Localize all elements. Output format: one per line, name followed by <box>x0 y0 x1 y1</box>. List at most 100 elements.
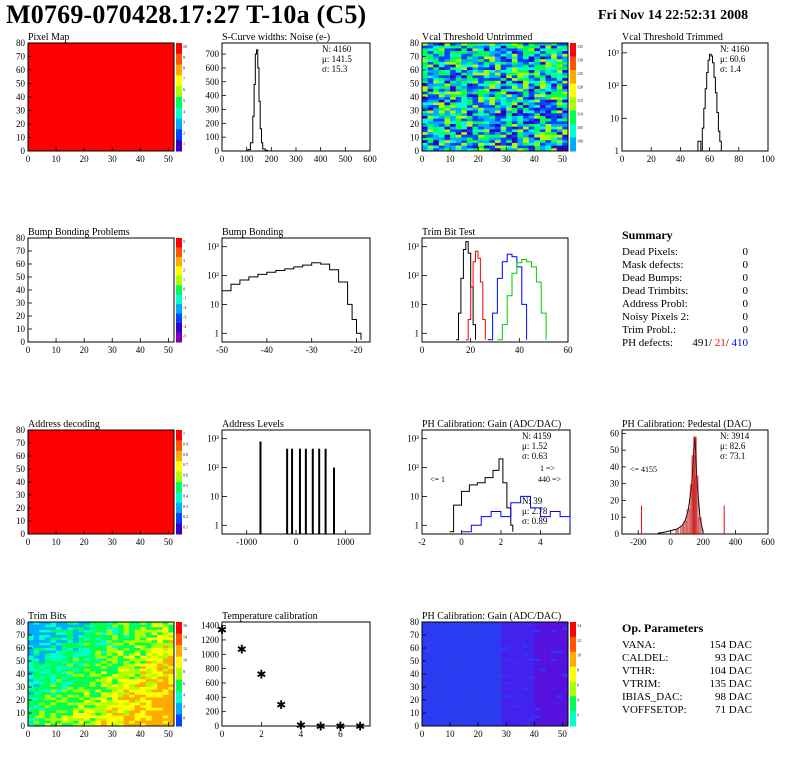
y-tick-label: 100 <box>206 132 220 142</box>
x-tick-label: 10 <box>52 154 62 164</box>
heatmap-cell <box>422 674 428 677</box>
heatmap-cell <box>506 64 513 68</box>
heatmap-cell <box>506 707 513 711</box>
heatmap-cell <box>472 624 479 628</box>
heatmap-cell <box>511 72 518 76</box>
heatmap-cell <box>28 645 34 649</box>
heatmap-cell <box>461 700 468 703</box>
heatmap-cell <box>483 653 490 657</box>
heatmap-cell <box>455 102 462 106</box>
heatmap-cell <box>500 99 507 103</box>
heatmap-cell <box>78 637 85 641</box>
heatmap-cell <box>56 679 62 683</box>
heatmap-cell <box>89 655 96 659</box>
heatmap-cell <box>438 45 445 49</box>
heatmap-cell <box>39 679 46 683</box>
heatmap-cell <box>506 121 513 125</box>
heatmap-cell <box>438 142 445 146</box>
heatmap-cell <box>123 723 130 727</box>
heatmap-cell <box>157 668 164 672</box>
heatmap-cell <box>562 637 569 641</box>
heatmap-cell <box>556 645 563 649</box>
heatmap-cell <box>466 121 473 125</box>
heatmap-cell <box>466 113 473 117</box>
heatmap-cell <box>84 687 91 690</box>
heatmap-cell <box>72 663 79 667</box>
heatmap-cell <box>523 661 529 664</box>
heatmap-cell <box>455 59 462 63</box>
heatmap-cell <box>56 632 62 636</box>
heatmap-cell <box>129 661 135 664</box>
palette-label: 2 <box>183 267 185 272</box>
heatmap-cell <box>427 622 434 625</box>
heatmap-cell <box>444 59 451 63</box>
heatmap-cell <box>106 684 113 688</box>
chart-title: S-Curve widths: Noise (e-) <box>222 32 330 43</box>
heatmap-cell <box>489 91 496 95</box>
heatmap-cell <box>495 694 501 698</box>
y-tick-label: 70 <box>410 630 420 640</box>
heatmap-cell <box>168 689 175 693</box>
heatmap-cell <box>61 700 68 703</box>
heatmap-cell <box>461 715 468 719</box>
heatmap-cell <box>466 86 473 90</box>
heatmap-cell <box>562 137 569 141</box>
heatmap-cell <box>39 713 46 716</box>
heatmap-cell <box>422 105 428 109</box>
heatmap-cell <box>478 105 485 109</box>
heatmap-cell <box>157 687 164 690</box>
heatmap-cell <box>562 78 569 82</box>
heatmap-cell <box>117 702 124 706</box>
heatmap-cell <box>461 64 468 68</box>
heatmap-cell <box>157 723 164 727</box>
heatmap-cell <box>89 684 96 688</box>
y-tick-label: 70 <box>410 52 420 62</box>
y-tick-label: 50 <box>410 79 420 89</box>
heatmap-cell <box>422 661 428 664</box>
heatmap-cell <box>523 78 529 82</box>
heatmap-cell <box>140 650 147 654</box>
heatmap-cell <box>427 115 434 119</box>
palette-label: -3 <box>183 315 186 320</box>
heatmap-cell <box>483 118 490 122</box>
heatmap-cell <box>461 668 468 672</box>
heatmap-cell <box>523 723 529 727</box>
bar <box>324 448 327 534</box>
heatmap-cell <box>545 43 552 46</box>
heatmap-cell <box>95 629 102 633</box>
heatmap-cell <box>517 99 524 103</box>
heatmap-cell <box>422 700 428 703</box>
heatmap-cell <box>562 663 569 667</box>
heatmap-cell <box>528 51 535 55</box>
heatmap-cell <box>478 642 485 646</box>
heatmap-cell <box>95 697 102 701</box>
x-tick-label: 20 <box>80 729 90 739</box>
heatmap-cell <box>461 707 468 711</box>
heatmap-cell <box>562 624 569 628</box>
heatmap-cell <box>495 126 501 130</box>
heatmap-cell <box>67 622 74 625</box>
heatmap-cell <box>523 126 529 130</box>
heatmap-cell <box>517 723 524 727</box>
heatmap-cell <box>117 663 124 667</box>
heatmap-cell <box>129 705 135 709</box>
heatmap-cell <box>517 45 524 49</box>
heatmap-cell <box>422 137 428 141</box>
heatmap-cell <box>438 622 445 625</box>
palette-swatch <box>176 622 182 635</box>
heatmap-cell <box>506 86 513 90</box>
heatmap-cell <box>427 700 434 703</box>
stats-text: μ: 82.6 <box>720 441 746 451</box>
heatmap-cell <box>528 115 535 119</box>
heatmap-cell <box>450 705 456 709</box>
heatmap-cell <box>545 655 552 659</box>
heatmap-cell <box>433 91 440 95</box>
heatmap-cell <box>506 59 513 63</box>
heatmap-cell <box>117 671 124 675</box>
heatmap-cell <box>500 661 507 664</box>
heatmap-cell <box>89 720 96 724</box>
heatmap-cell <box>495 48 501 52</box>
heatmap-cell <box>556 88 563 92</box>
heatmap-cell <box>523 715 529 719</box>
heatmap-cell <box>433 99 440 103</box>
